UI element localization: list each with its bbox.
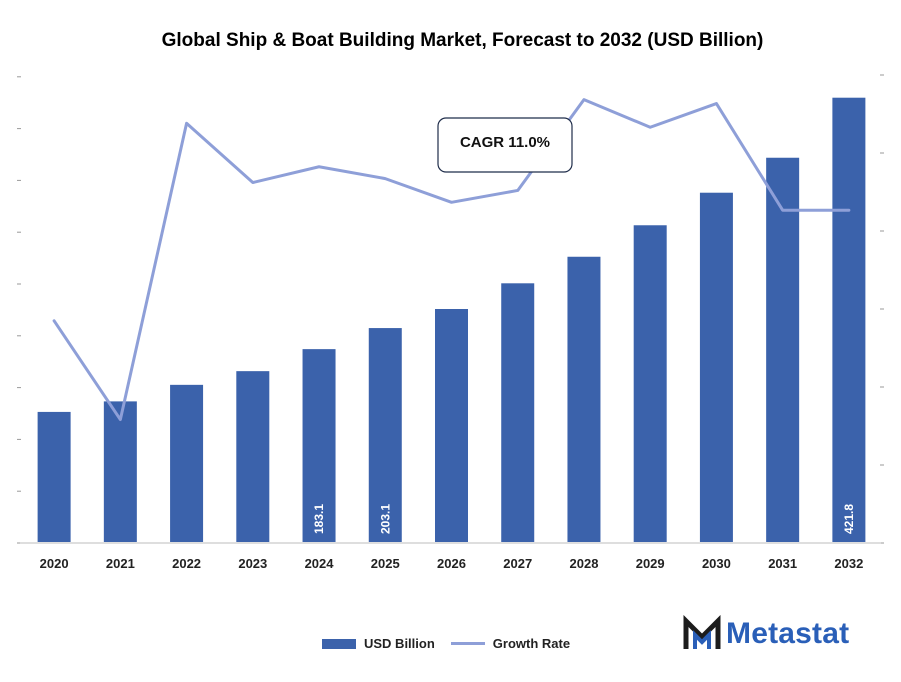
legend-label-bars: USD Billion bbox=[364, 636, 435, 651]
chart-title: Global Ship & Boat Building Market, Fore… bbox=[161, 30, 764, 51]
bar-2023 bbox=[236, 371, 270, 542]
bar-2031 bbox=[766, 157, 800, 542]
brand-logo: Metastat bbox=[682, 615, 849, 653]
bar-2032 bbox=[832, 97, 866, 542]
bar-2028 bbox=[567, 256, 601, 542]
brand-name: Metastat bbox=[726, 617, 850, 650]
data-label-2024: 183.1 bbox=[312, 504, 326, 534]
x-tick-label: 2026 bbox=[437, 556, 466, 571]
bar-2026 bbox=[435, 309, 468, 542]
legend-swatch-bar bbox=[322, 638, 356, 649]
bar-2025 bbox=[368, 328, 402, 542]
chart-legend: USD Billion Growth Rate bbox=[322, 636, 586, 651]
legend-item-line: Growth Rate bbox=[450, 636, 571, 651]
bar-2021 bbox=[103, 401, 137, 542]
data-label-2025: 203.1 bbox=[378, 504, 392, 534]
metastat-logo-icon bbox=[683, 615, 721, 649]
cagr-annotation-box bbox=[437, 117, 573, 173]
growth-rate-line bbox=[52, 98, 851, 422]
x-tick-label: 2032 bbox=[834, 556, 863, 571]
bar-2020 bbox=[37, 411, 71, 542]
x-tick-label: 2025 bbox=[371, 556, 400, 571]
x-tick-label: 2022 bbox=[172, 556, 201, 571]
cagr-annotation-text: CAGR 11.0% bbox=[460, 134, 550, 151]
bar-2027 bbox=[501, 283, 535, 542]
x-tick-label: 2020 bbox=[40, 556, 69, 571]
bar-2030 bbox=[699, 192, 733, 542]
legend-swatch-line bbox=[450, 642, 485, 645]
data-label-2032: 421.8 bbox=[842, 504, 856, 534]
x-tick-label: 2024 bbox=[305, 556, 335, 571]
x-tick-label: 2029 bbox=[636, 556, 665, 571]
x-tick-label: 2030 bbox=[702, 556, 731, 571]
x-tick-label: 2028 bbox=[570, 556, 599, 571]
x-tick-label: 2023 bbox=[238, 556, 267, 571]
x-tick-label: 2031 bbox=[768, 556, 797, 571]
bar-2024 bbox=[302, 349, 336, 542]
x-tick-label: 2027 bbox=[503, 556, 532, 571]
x-tick-label: 2021 bbox=[106, 556, 135, 571]
legend-label-line: Growth Rate bbox=[492, 636, 571, 651]
legend-item-bars: USD Billion bbox=[322, 636, 435, 651]
bar-2022 bbox=[170, 384, 204, 542]
bar-2029 bbox=[633, 225, 667, 542]
